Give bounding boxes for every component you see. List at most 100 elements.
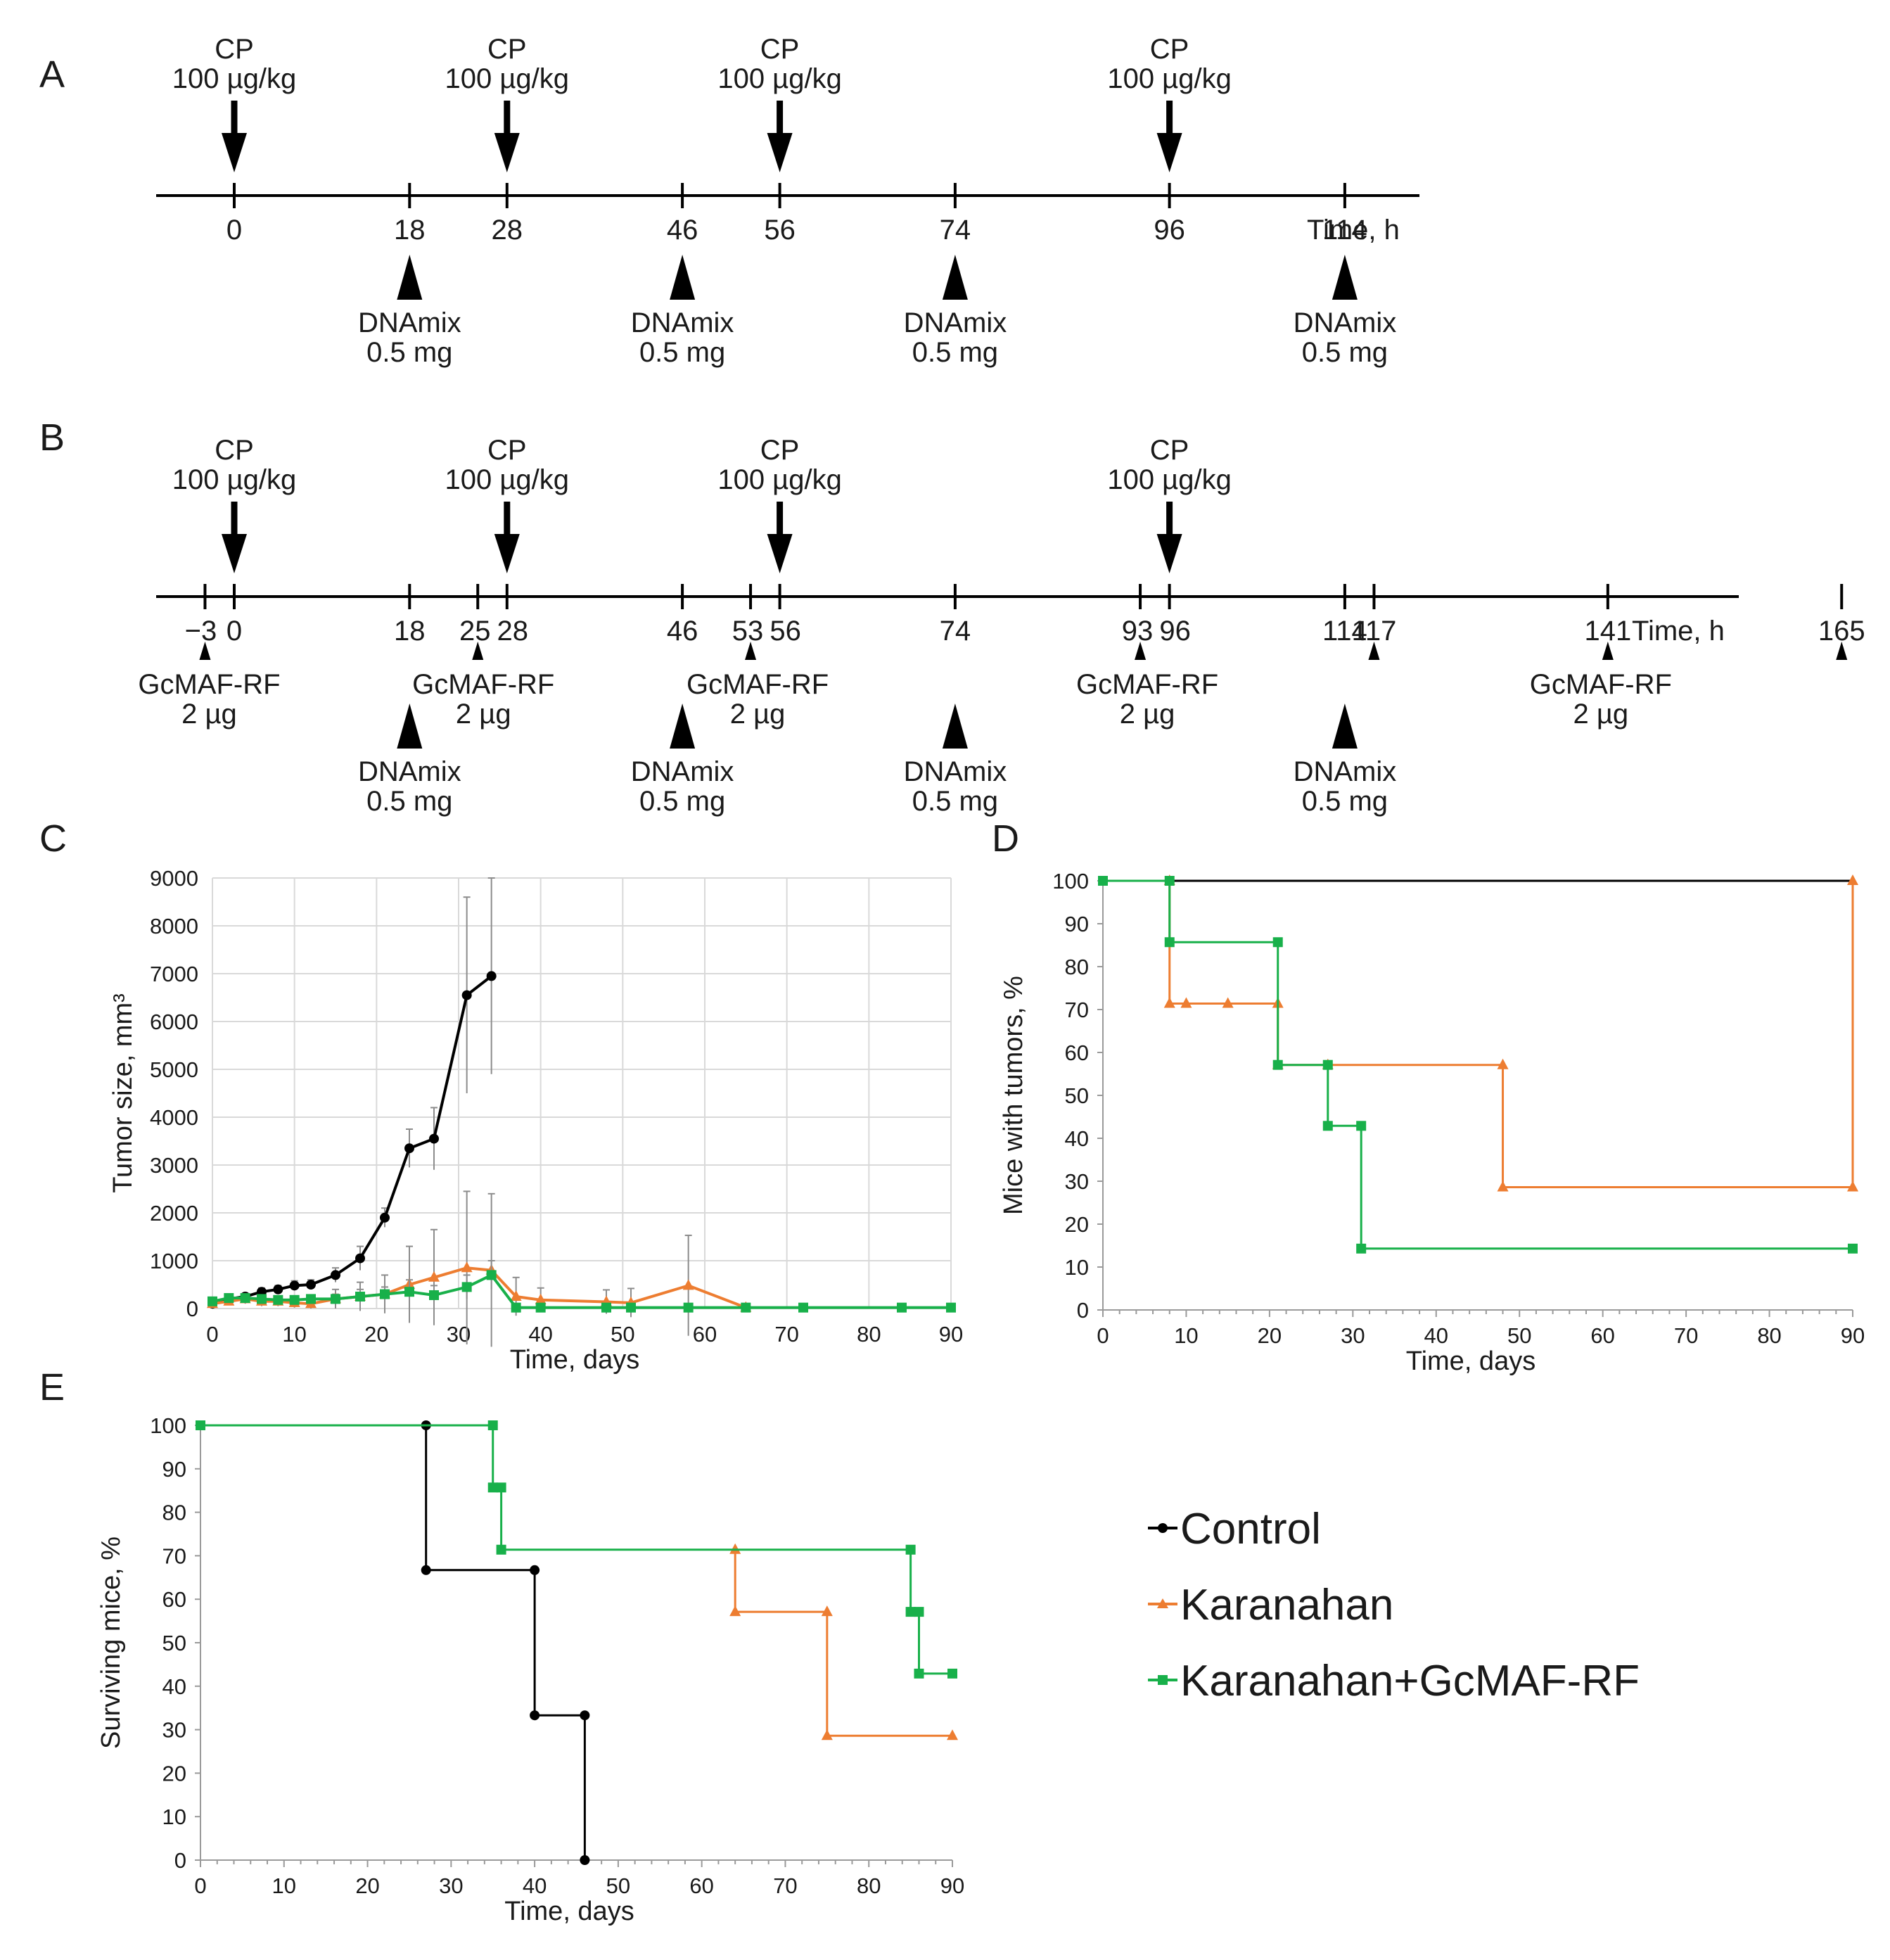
point-karanahan xyxy=(461,1261,473,1273)
gcmaf-label: GcMAF-RF xyxy=(412,669,554,700)
timeline-tick-label: 46 xyxy=(667,616,698,647)
x-tick-label: 0 xyxy=(1097,1323,1109,1348)
x-axis-title: Time, days xyxy=(1406,1347,1535,1376)
dnamix-dose-label: 0.5 mg xyxy=(1302,337,1388,368)
x-tick-label: 60 xyxy=(689,1873,713,1898)
x-tick-label: 60 xyxy=(693,1322,717,1347)
dnamix-label: DNAmix xyxy=(904,307,1007,338)
point-karanahan-gcmaf xyxy=(905,1544,916,1555)
x-tick-label: 70 xyxy=(774,1322,798,1347)
point-karanahan-gcmaf xyxy=(535,1302,546,1313)
legend-label-karanahan-gcmaf: Karanahan+GcMAF-RF xyxy=(1180,1657,1640,1705)
timeline-tick-label: 53 xyxy=(732,616,764,647)
timeline-tick-label: 56 xyxy=(764,215,796,246)
x-tick-label: 80 xyxy=(1757,1323,1781,1348)
y-tick-label: 60 xyxy=(1065,1041,1089,1065)
y-tick-label: 4000 xyxy=(150,1105,198,1130)
point-karanahan xyxy=(535,1293,547,1304)
legend-marker-karanahan xyxy=(1157,1598,1168,1608)
y-tick-label: 6000 xyxy=(150,1010,198,1034)
point-control xyxy=(486,971,497,981)
x-tick-label: 70 xyxy=(773,1873,797,1898)
point-karanahan xyxy=(821,1729,833,1741)
point-karanahan-gcmaf xyxy=(511,1302,521,1313)
dnamix-dose-label: 0.5 mg xyxy=(366,337,452,368)
x-tick-label: 90 xyxy=(1841,1323,1865,1348)
point-control xyxy=(355,1253,365,1264)
cp-arrow-head xyxy=(494,534,520,573)
point-karanahan-gcmaf xyxy=(947,1668,957,1679)
timeline-tick-label: 117 xyxy=(1352,616,1397,647)
point-karanahan-gcmaf xyxy=(404,1287,414,1297)
x-tick-label: 10 xyxy=(282,1322,306,1347)
cp-label: CP xyxy=(1150,435,1189,466)
y-tick-label: 30 xyxy=(162,1718,186,1743)
point-karanahan-gcmaf xyxy=(601,1302,611,1313)
gcmaf-dose-label: 2 µg xyxy=(730,699,786,730)
x-tick-label: 80 xyxy=(857,1322,881,1347)
y-tick-label: 10 xyxy=(162,1805,186,1829)
point-karanahan xyxy=(1847,874,1858,885)
point-karanahan-gcmaf xyxy=(240,1293,250,1304)
point-karanahan-gcmaf xyxy=(306,1294,316,1304)
series-line-karanahan xyxy=(1168,881,1854,1189)
point-karanahan-gcmaf xyxy=(461,1282,472,1292)
point-karanahan-gcmaf xyxy=(486,1270,497,1280)
cp-arrow-head xyxy=(222,133,247,172)
legend-item-control: Control xyxy=(1148,1505,1321,1553)
cp-label: CP xyxy=(215,34,254,65)
timeline-tick-label: 25 xyxy=(459,616,491,647)
point-karanahan-gcmaf xyxy=(257,1294,267,1304)
timeline-tick-label: −3 xyxy=(185,616,217,647)
point-karanahan-gcmaf xyxy=(1848,1243,1858,1254)
point-control xyxy=(380,1212,390,1223)
x-tick-label: 40 xyxy=(528,1322,552,1347)
point-karanahan xyxy=(947,1729,958,1741)
legend-marker-control xyxy=(1158,1523,1168,1533)
cp-dose-label: 100 µg/kg xyxy=(717,464,842,495)
cp-arrow-head xyxy=(767,534,793,573)
y-tick-label: 60 xyxy=(162,1587,186,1612)
gcmaf-label: GcMAF-RF xyxy=(687,669,829,700)
point-karanahan xyxy=(729,1605,741,1617)
point-karanahan xyxy=(428,1271,440,1282)
y-tick-label: 40 xyxy=(1065,1126,1089,1151)
point-karanahan-gcmaf xyxy=(380,1289,390,1299)
legend-item-karanahan-gcmaf: Karanahan+GcMAF-RF xyxy=(1148,1657,1640,1705)
point-karanahan-gcmaf xyxy=(1164,876,1175,886)
chart-tumor-size: 0 1000 2000 3000 4000 5000 6000 7000 8000 9000 0 10… xyxy=(108,866,963,1375)
y-tick-label: 9000 xyxy=(150,866,198,891)
point-karanahan xyxy=(1180,997,1192,1008)
point-control xyxy=(580,1855,590,1865)
point-karanahan-gcmaf xyxy=(1098,876,1108,886)
y-tick-label: 80 xyxy=(162,1501,186,1525)
timeline-tick-label: 56 xyxy=(770,616,801,647)
dnamix-marker xyxy=(670,704,696,749)
timeline-tick-label: 74 xyxy=(940,215,971,246)
point-karanahan-gcmaf xyxy=(1322,1059,1333,1070)
point-karanahan-gcmaf xyxy=(487,1482,498,1493)
panel-label-a: A xyxy=(39,53,65,96)
point-karanahan-gcmaf xyxy=(741,1302,751,1313)
point-karanahan-gcmaf xyxy=(905,1607,916,1617)
x-tick-label: 90 xyxy=(939,1322,963,1347)
point-karanahan-gcmaf xyxy=(897,1302,907,1313)
point-karanahan-gcmaf xyxy=(626,1302,636,1313)
y-tick-label: 2000 xyxy=(150,1201,198,1226)
gcmaf-marker xyxy=(1602,642,1614,660)
x-axis-title: Time, days xyxy=(510,1345,639,1375)
y-axis-title: Tumor size, mm³ xyxy=(108,993,138,1193)
y-tick-label: 1000 xyxy=(150,1249,198,1273)
dnamix-marker xyxy=(1332,704,1358,749)
x-tick-label: 20 xyxy=(364,1322,388,1347)
y-tick-label: 50 xyxy=(162,1631,186,1655)
point-karanahan-gcmaf xyxy=(496,1482,506,1493)
dnamix-label: DNAmix xyxy=(631,756,734,787)
gcmaf-label: GcMAF-RF xyxy=(138,669,280,700)
dnamix-dose-label: 0.5 mg xyxy=(366,786,452,817)
point-karanahan-gcmaf xyxy=(496,1544,506,1555)
cp-dose-label: 100 µg/kg xyxy=(445,63,570,94)
timeline-tick-label: 28 xyxy=(492,215,523,246)
dnamix-dose-label: 0.5 mg xyxy=(639,337,725,368)
